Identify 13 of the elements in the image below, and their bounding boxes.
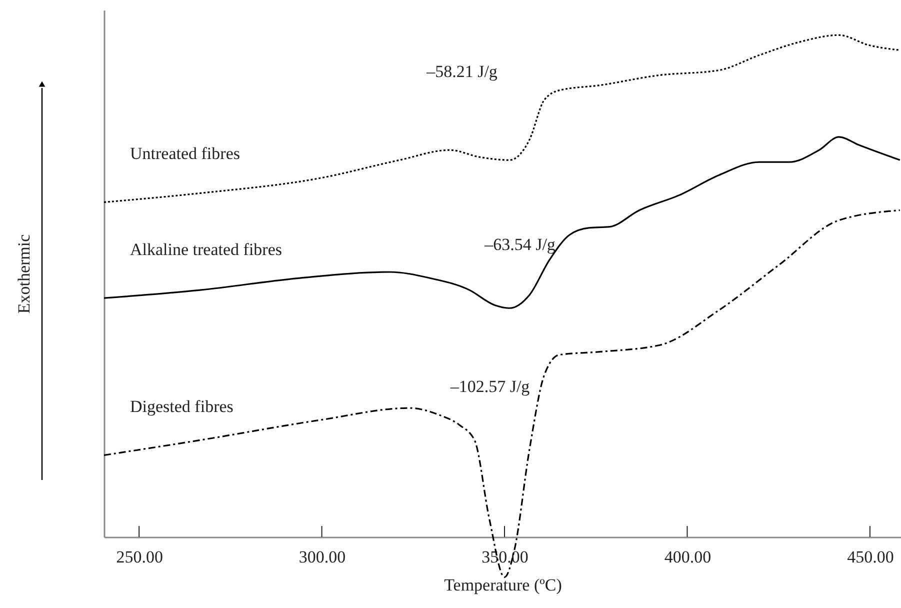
series-label: Alkaline treated fibres [130,240,282,260]
annotation: –102.57 J/g [449,377,530,396]
series-label: Untreated fibres [130,144,240,164]
series-label: Digested fibres [130,397,234,416]
x-tick-label: 350.00 [482,548,528,566]
annotation: –58.21 J/g [426,62,498,81]
x-tick-label: 250.00 [116,548,163,566]
x-axis-title: Temperature (ºC) [444,576,562,594]
x-tick-label: 300.00 [298,548,346,566]
x-tick-label: 400.00 [664,548,712,566]
annotation: –63.54 J/g [484,235,556,254]
x-tick-label: 450.00 [847,548,894,566]
y-axis-title: Exothermic [14,234,34,314]
